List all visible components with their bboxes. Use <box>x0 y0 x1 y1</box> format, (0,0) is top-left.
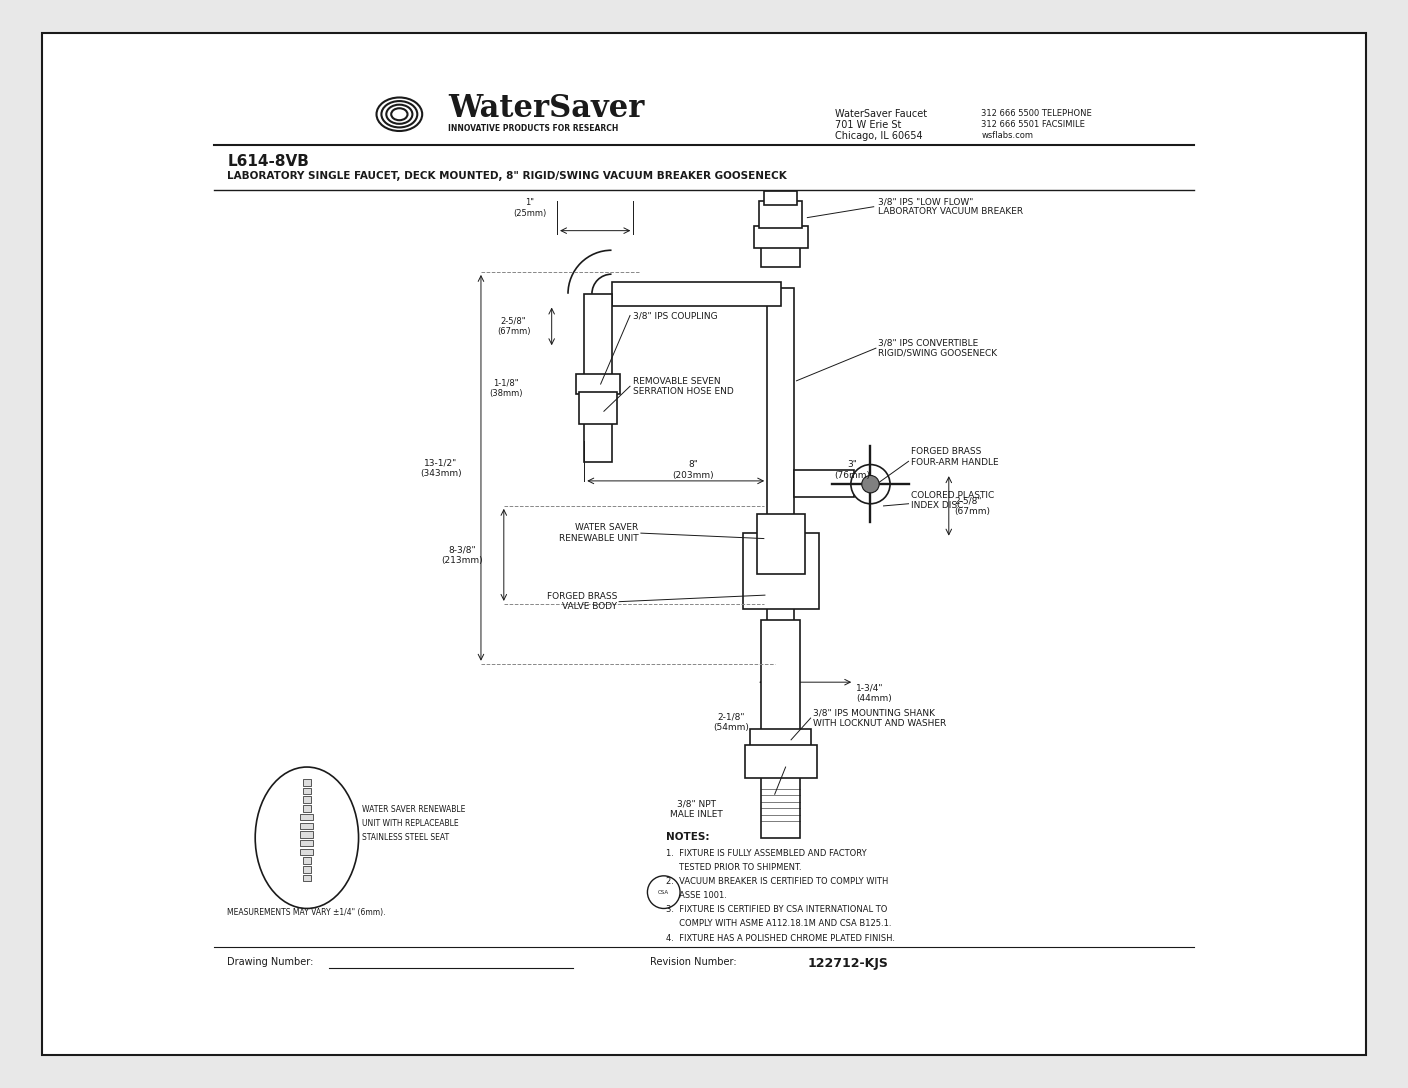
Bar <box>576 374 620 394</box>
Text: 1-1/8"
(38mm): 1-1/8" (38mm) <box>489 379 522 398</box>
Text: 8-3/8"
(213mm): 8-3/8" (213mm) <box>442 545 483 565</box>
Bar <box>303 866 311 873</box>
Bar <box>579 392 617 424</box>
Text: 312 666 5501 FACSIMILE: 312 666 5501 FACSIMILE <box>981 120 1086 128</box>
Text: Revision Number:: Revision Number: <box>649 957 736 967</box>
Text: L614-8VB: L614-8VB <box>228 154 310 170</box>
Text: 2-5/8"
(67mm): 2-5/8" (67mm) <box>955 496 990 516</box>
Text: 3/8" IPS MOUNTING SHANK
WITH LOCKNUT AND WASHER: 3/8" IPS MOUNTING SHANK WITH LOCKNUT AND… <box>812 708 946 728</box>
Text: 701 W Erie St: 701 W Erie St <box>835 120 901 129</box>
Text: COMPLY WITH ASME A112.18.1M AND CSA B125.1.: COMPLY WITH ASME A112.18.1M AND CSA B125… <box>666 919 891 928</box>
Text: wsflabs.com: wsflabs.com <box>981 131 1033 139</box>
Text: COLORED PLASTIC
INDEX DISC: COLORED PLASTIC INDEX DISC <box>911 491 994 510</box>
Text: LABORATORY SINGLE FAUCET, DECK MOUNTED, 8" RIGID/SWING VACUUM BREAKER GOOSENECK: LABORATORY SINGLE FAUCET, DECK MOUNTED, … <box>228 171 787 181</box>
Bar <box>300 823 314 829</box>
Circle shape <box>862 475 879 493</box>
Text: 1.  FIXTURE IS FULLY ASSEMBLED AND FACTORY: 1. FIXTURE IS FULLY ASSEMBLED AND FACTOR… <box>666 849 866 857</box>
Bar <box>584 294 611 462</box>
Bar <box>765 191 797 205</box>
Text: FORGED BRASS
FOUR-ARM HANDLE: FORGED BRASS FOUR-ARM HANDLE <box>911 447 998 467</box>
Bar <box>303 796 311 803</box>
Ellipse shape <box>255 767 359 908</box>
Bar <box>745 745 817 778</box>
Text: 3/8" IPS COUPLING: 3/8" IPS COUPLING <box>634 311 718 320</box>
Bar <box>300 849 314 855</box>
Text: STAINLESS STEEL SEAT: STAINLESS STEEL SEAT <box>362 833 449 842</box>
Bar <box>759 201 803 228</box>
Text: 2-5/8"
(67mm): 2-5/8" (67mm) <box>497 317 531 336</box>
Bar <box>762 228 800 267</box>
Text: CSA: CSA <box>658 890 669 894</box>
Bar <box>300 831 314 838</box>
Text: 4.  FIXTURE HAS A POLISHED CHROME PLATED FINISH.: 4. FIXTURE HAS A POLISHED CHROME PLATED … <box>666 934 895 942</box>
Bar <box>611 282 780 306</box>
Text: UNIT WITH REPLACEABLE: UNIT WITH REPLACEABLE <box>362 819 459 828</box>
Bar <box>762 620 800 838</box>
Text: 3/8" IPS CONVERTIBLE
RIGID/SWING GOOSENECK: 3/8" IPS CONVERTIBLE RIGID/SWING GOOSENE… <box>879 338 997 358</box>
Text: 3/8" IPS "LOW FLOW"
LABORATORY VACUUM BREAKER: 3/8" IPS "LOW FLOW" LABORATORY VACUUM BR… <box>879 197 1024 217</box>
Bar <box>303 788 311 794</box>
Bar <box>303 805 311 812</box>
Text: FORGED BRASS
VALVE BODY: FORGED BRASS VALVE BODY <box>546 592 617 611</box>
Bar <box>742 533 819 609</box>
Bar <box>303 875 311 881</box>
Bar <box>794 470 855 497</box>
Text: INNOVATIVE PRODUCTS FOR RESEARCH: INNOVATIVE PRODUCTS FOR RESEARCH <box>448 124 618 133</box>
Text: WaterSaver: WaterSaver <box>448 94 645 124</box>
Text: 1"
(25mm): 1" (25mm) <box>514 198 546 218</box>
Text: TESTED PRIOR TO SHIPMENT.: TESTED PRIOR TO SHIPMENT. <box>666 863 801 871</box>
Text: 3"
(76mm): 3" (76mm) <box>834 460 870 480</box>
Text: WATER SAVER
RENEWABLE UNIT: WATER SAVER RENEWABLE UNIT <box>559 523 639 543</box>
Circle shape <box>850 465 890 504</box>
Text: MEASUREMENTS MAY VARY ±1/4" (6mm).: MEASUREMENTS MAY VARY ±1/4" (6mm). <box>228 908 386 917</box>
Text: 8"
(203mm): 8" (203mm) <box>672 460 714 480</box>
Bar <box>300 840 314 846</box>
Text: 312 666 5500 TELEPHONE: 312 666 5500 TELEPHONE <box>981 109 1093 118</box>
Circle shape <box>648 876 680 908</box>
Text: 2.  VACUUM BREAKER IS CERTIFIED TO COMPLY WITH: 2. VACUUM BREAKER IS CERTIFIED TO COMPLY… <box>666 877 888 886</box>
Bar <box>303 779 311 786</box>
Text: Chicago, IL 60654: Chicago, IL 60654 <box>835 131 922 140</box>
Bar <box>753 226 808 248</box>
Text: 2-1/8"
(54mm): 2-1/8" (54mm) <box>714 713 749 732</box>
Text: 3/8" NPT
MALE INLET: 3/8" NPT MALE INLET <box>670 800 722 819</box>
Bar <box>750 729 811 751</box>
Text: 13-1/2"
(343mm): 13-1/2" (343mm) <box>420 458 462 478</box>
Text: 1-3/4"
(44mm): 1-3/4" (44mm) <box>856 683 893 703</box>
Bar <box>767 288 794 767</box>
Text: Drawing Number:: Drawing Number: <box>228 957 314 967</box>
Text: 3.  FIXTURE IS CERTIFIED BY CSA INTERNATIONAL TO: 3. FIXTURE IS CERTIFIED BY CSA INTERNATI… <box>666 905 887 914</box>
Text: NOTES:: NOTES: <box>666 832 710 842</box>
Text: REMOVABLE SEVEN
SERRATION HOSE END: REMOVABLE SEVEN SERRATION HOSE END <box>634 376 734 396</box>
Text: 122712-KJS: 122712-KJS <box>807 957 888 970</box>
Text: WATER SAVER RENEWABLE: WATER SAVER RENEWABLE <box>362 805 466 814</box>
Bar <box>303 857 311 864</box>
Bar <box>756 514 804 574</box>
Text: ASSE 1001.: ASSE 1001. <box>666 891 727 900</box>
Bar <box>300 814 314 820</box>
Text: WaterSaver Faucet: WaterSaver Faucet <box>835 109 926 119</box>
